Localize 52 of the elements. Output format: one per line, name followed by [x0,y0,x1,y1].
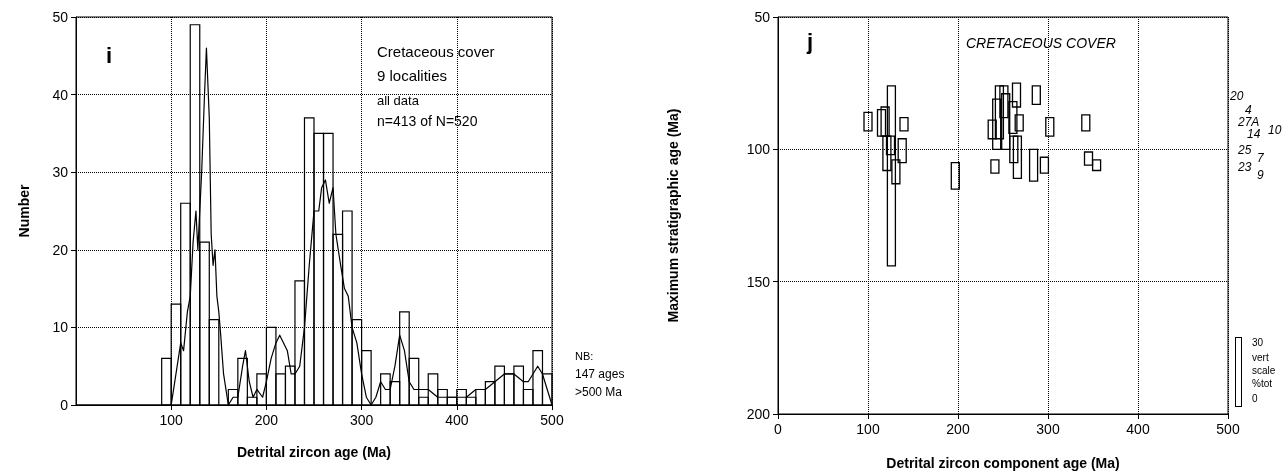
annotation: all data [377,93,420,108]
text: 20 [1229,89,1244,103]
text: 10 [1268,123,1282,137]
y-tick-label: 50 [52,9,69,25]
x-tick-label: 500 [540,412,564,428]
annotation: j [806,28,814,54]
y-tick-label: 40 [52,86,69,103]
text: %tot [1252,377,1273,389]
x-tick-label: 500 [1216,421,1240,437]
annotation: Cretaceous cover [377,43,495,60]
x-axis-title: Detrital zircon component age (Ma) [886,455,1120,471]
x-tick-label: 200 [946,421,970,437]
text: 9 [1257,168,1264,182]
x-tick-label: 400 [445,412,469,428]
x-tick-label: 300 [1036,421,1060,437]
annotation: CRETACEOUS COVER [966,35,1116,51]
y-tick-label: 150 [746,273,771,290]
text: 0 [1252,392,1258,404]
x-tick-label: 200 [254,412,279,428]
text: 7 [1257,151,1265,165]
y-tick-label: 100 [746,141,771,158]
text: >500 Ma [575,385,623,399]
text: 27A [1237,115,1260,129]
text: vert [1252,351,1269,363]
text: 25 [1237,143,1252,157]
x-tick-label: 400 [1126,421,1150,437]
x-axis-title: Detrital zircon age (Ma) [236,444,392,460]
x-tick-label: 100 [856,421,880,437]
bar [990,159,1000,174]
annotation: i [106,42,113,68]
text: scale [1252,364,1276,376]
annotation: 9 localities [377,67,448,84]
y-tick-label: 30 [52,164,69,181]
x-tick-label: 0 [774,421,783,437]
bar [1081,114,1091,132]
y-axis-title: Maximum stratigraphic age (Ma) [665,108,681,323]
bar [1031,85,1041,105]
bar [899,116,909,132]
y-axis-title: Number [16,184,32,238]
text: 23 [1237,160,1252,174]
x-tick-label: 300 [349,412,374,428]
y-tick-label: 20 [52,241,69,258]
text: 147 ages [575,367,625,381]
text: 14 [1247,127,1261,141]
text: NB: [575,349,594,362]
x-tick-label: 100 [159,412,184,428]
annotation: n=413 of N=520 [377,113,478,129]
y-tick-label: 10 [52,319,69,336]
y-tick-label: 50 [754,9,771,25]
y-tick-label: 0 [60,397,69,413]
text: 4 [1245,103,1252,117]
text: 30 [1252,336,1264,348]
